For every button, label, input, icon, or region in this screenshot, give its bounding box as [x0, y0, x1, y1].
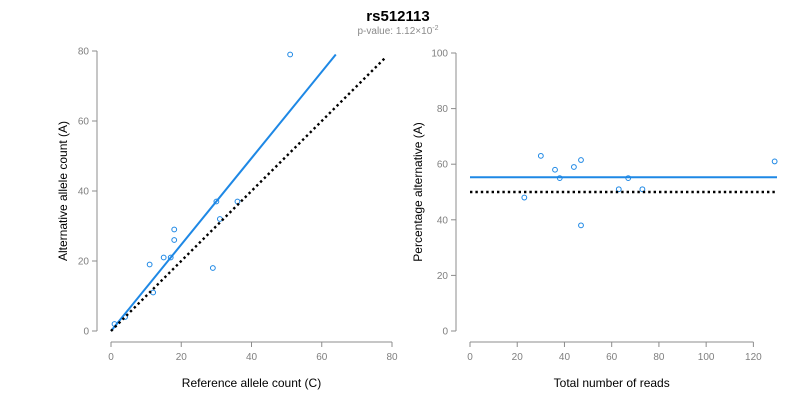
left-x-tick-label: 0	[108, 352, 114, 363]
right-data-point	[615, 186, 622, 193]
left-data-point	[167, 254, 174, 261]
right-data-point	[537, 152, 544, 159]
left-reference-line	[110, 57, 386, 332]
right-y-tick-label: 20	[437, 271, 449, 282]
right-x-tick-label: 80	[653, 352, 665, 363]
right-y-axis-title: Percentage alternative (A)	[411, 122, 425, 261]
left-x-tick-label: 20	[176, 352, 188, 363]
left-y-axis-title: Alternative allele count (A)	[56, 121, 70, 261]
left-data-point	[171, 226, 178, 233]
right-y-tick-label: 0	[442, 327, 448, 338]
chart-title: rs512113	[366, 8, 429, 25]
right-x-tick-label: 0	[467, 352, 473, 363]
right-x-axis-title: Total number of reads	[554, 376, 670, 390]
left-plot-panel: 0 20 40 60 80 0 20 40 60 80 Reference allele count…	[56, 47, 398, 391]
right-x-tick-label: 20	[512, 352, 524, 363]
right-y-tick-label: 100	[431, 49, 448, 60]
left-fit-line	[110, 53, 337, 332]
left-x-tick-label: 40	[246, 352, 258, 363]
left-data-point	[209, 265, 216, 271]
right-y-tick-label: 40	[437, 215, 449, 226]
right-data-point	[639, 186, 646, 193]
right-data-point	[552, 166, 558, 173]
right-x-tick-label: 40	[559, 352, 571, 363]
left-y-tick-label: 40	[78, 187, 90, 198]
left-y-tick-label: 0	[83, 327, 89, 338]
right-y-tick-label: 80	[437, 104, 449, 115]
right-x-tick-label: 120	[745, 352, 762, 363]
left-x-tick-label: 60	[316, 352, 328, 363]
left-x-axis-title: Reference allele count (C)	[182, 376, 321, 390]
left-data-point	[171, 237, 178, 243]
chart-subtitle: p-value: 1.12×10-2	[357, 25, 438, 37]
left-data-point	[234, 198, 241, 205]
left-data-point	[216, 216, 223, 222]
left-data-point	[287, 51, 294, 58]
subtitle-text: p-value: 1.12×10	[357, 26, 432, 37]
left-y-tick-label: 60	[78, 117, 90, 128]
left-data-point	[213, 198, 220, 205]
left-y-tick-label: 20	[78, 257, 90, 268]
right-data-point	[771, 158, 778, 165]
right-x-tick-label: 100	[698, 352, 715, 363]
right-y-tick-label: 60	[437, 160, 449, 171]
subtitle-exponent: -2	[432, 25, 438, 32]
left-data-point	[160, 254, 167, 261]
right-data-point	[578, 157, 584, 163]
right-data-point	[521, 194, 528, 201]
left-x-tick-label: 80	[386, 352, 398, 363]
right-data-point	[571, 164, 577, 170]
left-y-tick-label: 80	[78, 47, 90, 58]
right-x-tick-label: 60	[606, 352, 618, 363]
left-data-point	[150, 289, 157, 296]
right-data-point	[578, 222, 584, 229]
left-data-point	[146, 261, 153, 268]
right-plot-panel: 0 20 40 60 80 100 120 0 20 40 60 80 100 Total number …	[411, 49, 778, 390]
